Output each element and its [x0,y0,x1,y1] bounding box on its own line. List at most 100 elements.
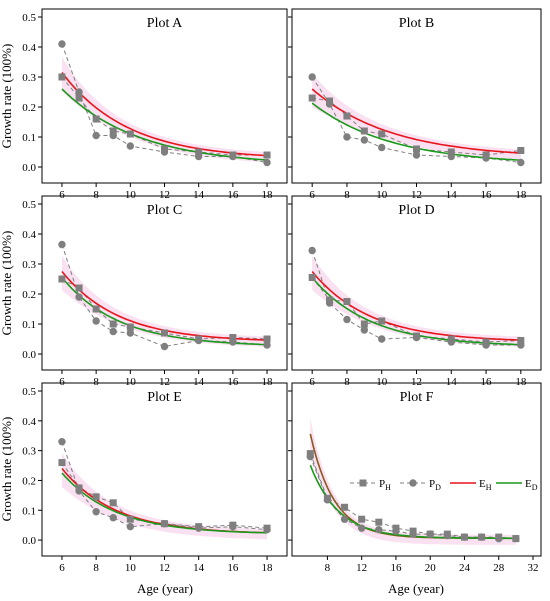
point-P_D [109,327,117,336]
legend-label-PD: PD [429,478,441,492]
x-tick-label: 14 [446,376,458,388]
point-P_H [375,518,383,526]
y-tick-label: 0.3 [22,446,36,458]
point-P_D [306,452,314,461]
point-P_D [343,315,351,324]
point-P_D [409,530,417,538]
point-P_D [357,524,366,532]
point-P_H [75,284,83,292]
point-P_H [447,148,455,156]
point-P_D [325,100,334,108]
y-axis-title-row2: Growth rate (100%) [0,231,14,336]
y-tick-label: 0.4 [22,42,36,54]
x-tick-label: 32 [528,562,539,574]
x-axis-title-right: Age (year) [388,581,444,596]
y-tick-label: 0.1 [22,132,36,144]
x-tick-label: 10 [376,189,388,201]
point-P_H [161,329,168,337]
point-P_D [58,240,66,249]
point-P_D [325,299,334,307]
x-tick-label: 18 [262,189,274,201]
panel-3: 0.0 0.1 0.2 0.3 0.4 0.5 6 8 10 12 14 16 18 Plot C [22,195,288,388]
point-P_D [109,514,117,522]
point-P_D [126,329,135,337]
point-P_H [195,148,203,156]
panel-title: Plot A [147,16,183,31]
x-tick-label: 24 [459,562,471,574]
point-P_D [447,338,455,346]
x-tick-label: 12 [159,189,170,201]
point-P_H [360,127,368,135]
point-P_D [160,519,169,528]
point-P_D [75,487,83,495]
point-P_D [340,515,349,523]
x-tick-label: 16 [227,376,239,388]
x-tick-label: 6 [59,376,65,388]
x-tick-label: 6 [309,376,315,388]
point-P_D [517,158,525,167]
point-P_H [58,275,66,283]
legend-label-PH: PH [379,478,391,492]
x-tick-label: 14 [193,562,205,574]
panel-2: 6 8 10 12 14 16 18 Plot B [288,8,542,201]
point-P_D [360,136,369,144]
x-tick-label: 16 [390,562,402,574]
point-P_D [447,152,455,161]
point-P_H [92,305,100,313]
x-tick-label: 8 [344,189,350,201]
point-P_D [126,142,135,150]
y-tick-label: 0.3 [22,259,36,271]
series-P_D-line [61,441,268,531]
point-P_H [358,515,366,523]
y-tick-label: 0.5 [22,386,36,398]
panel-frame [291,382,542,557]
point-P_H [341,503,349,511]
point-P_H [229,334,237,341]
x-tick-label: 20 [425,562,437,574]
point-P_D [75,293,83,301]
x-tick-label: 10 [125,562,137,574]
point-P_D [378,335,386,343]
y-tick-label: 0.2 [22,289,36,301]
point-P_D [482,154,490,162]
point-P_D [126,522,135,531]
panels: 0.0 0.1 0.2 0.3 0.4 0.5 6 8 10 12 14 16 18 Plot A 6 8 10… [22,8,542,574]
x-tick-label: 10 [125,189,137,201]
x-tick-label: 8 [344,376,350,388]
legend-marker-PH [359,479,367,487]
point-P_D [412,151,421,159]
point-P_H [109,127,117,135]
x-tick-label: 12 [411,189,422,201]
panel-5: 0.0 0.1 0.2 0.3 0.4 0.5 6 8 10 12 14 16 18 Plot E [22,382,288,574]
confidence-band [312,255,521,347]
point-P_D [160,342,169,351]
legend: PH PD EH ED [350,478,538,492]
x-tick-label: 14 [446,189,458,201]
legend-subscript: D [532,483,538,492]
point-P_D [477,533,486,541]
point-P_D [109,131,117,140]
point-P_H [343,112,351,120]
point-P_D [229,152,237,161]
point-P_H [58,459,66,467]
point-P_D [194,336,203,345]
point-P_H [343,298,351,305]
y-tick-label: 0.5 [22,199,36,211]
point-P_H [378,130,386,138]
point-P_D [194,524,203,532]
y-axis-title-row1: Growth rate (100%) [0,44,14,149]
legend-subscript: D [435,483,441,492]
point-P_D [443,531,452,540]
x-tick-label: 18 [262,376,274,388]
y-axis-title-row3: Growth rate (100%) [0,417,14,522]
panel-6: 8 12 16 20 24 28 32 Plot F PH PD EH ED [288,382,542,574]
x-tick-label: 6 [59,189,65,201]
x-tick-label: 8 [325,562,331,574]
x-tick-label: 16 [227,562,239,574]
series-P_D-line [309,456,516,540]
legend-subscript: H [385,483,391,492]
point-P_D [308,73,316,81]
panel-4: 6 8 10 12 14 16 18 Plot D [288,195,542,388]
x-tick-label: 8 [93,376,99,388]
legend-marker-PD [409,479,417,487]
